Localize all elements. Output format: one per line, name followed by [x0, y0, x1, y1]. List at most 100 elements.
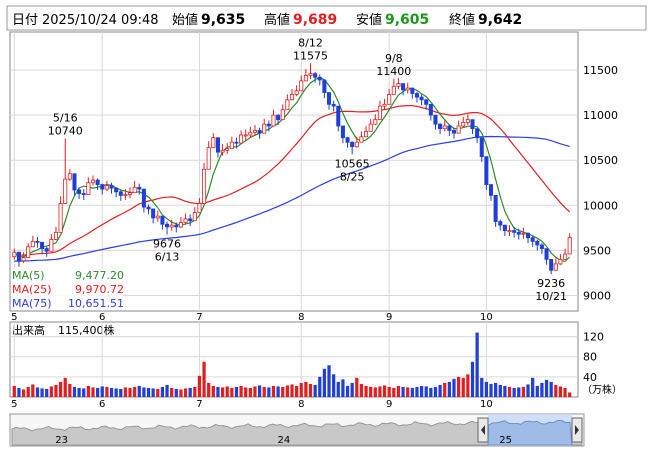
candle-body [359, 136, 364, 143]
ma25-value: 9,970.72 [75, 283, 124, 296]
volume-bar [151, 388, 155, 397]
month-tick-label: 8 [298, 312, 304, 323]
candle-body [539, 244, 544, 249]
month-tick-label: 6 [99, 399, 105, 410]
navigator-left-handle[interactable] [477, 417, 489, 443]
price-tick-label: 10500 [583, 154, 618, 167]
volume-bar [225, 386, 229, 397]
open-value: 9,635 [201, 12, 245, 28]
candle-body [44, 248, 49, 252]
candle-body [498, 221, 503, 226]
volume-bar [401, 386, 405, 397]
candle-body [303, 75, 308, 82]
price-grid [10, 32, 578, 311]
volume-bar [31, 384, 35, 397]
volume-bar [100, 386, 104, 397]
candle-body [109, 185, 114, 189]
candle-body [127, 192, 133, 195]
volume-bar [387, 386, 391, 397]
volume-bars [12, 332, 572, 397]
candle-body [354, 141, 359, 148]
candle-body [414, 93, 419, 98]
volume-bar [262, 386, 266, 397]
candle-body [248, 131, 253, 136]
volume-bar [470, 361, 475, 397]
candle-body [299, 80, 304, 92]
volume-bar [137, 385, 141, 397]
price-tick-label: 11500 [583, 64, 618, 77]
volume-bar [40, 388, 44, 397]
candle-body [377, 105, 382, 121]
candle-body [118, 191, 123, 196]
volume-bar [341, 379, 345, 397]
volume-bar [220, 387, 225, 397]
candle-body [465, 119, 470, 123]
candle-body [67, 173, 72, 180]
volume-bar [503, 385, 507, 397]
navigator-right-handle[interactable] [571, 417, 583, 443]
volume-bar [456, 376, 461, 397]
volume-bar [443, 382, 447, 397]
volume-bar [535, 385, 539, 397]
volume-bar [257, 385, 262, 397]
volume-bar [63, 377, 67, 397]
candle-body [553, 263, 558, 271]
volume-bar [96, 387, 100, 397]
candle-body [220, 149, 225, 153]
candle-body [100, 184, 105, 190]
volume-bar [332, 374, 336, 397]
volume-bar [21, 389, 26, 397]
open-label: 始値 [172, 12, 198, 28]
candle-body [266, 123, 271, 127]
candle-body [16, 251, 21, 262]
annotation-date: 8/12 [298, 36, 323, 49]
candle-body [289, 94, 295, 101]
volume-bar [234, 386, 239, 397]
candle-body [405, 87, 410, 91]
candle-body [252, 130, 257, 133]
candle-body [104, 185, 109, 190]
volume-bar [382, 385, 387, 397]
candle-body [234, 141, 239, 144]
candle-body [567, 237, 572, 255]
volume-bar [540, 382, 544, 397]
candle-body [368, 123, 373, 132]
high-label: 高値 [264, 12, 290, 28]
volume-bar [327, 365, 331, 397]
candle-body [364, 130, 369, 138]
ma-legend-bg [11, 268, 123, 310]
candle-body [86, 182, 91, 195]
candle-body [336, 105, 341, 127]
candle-body [322, 79, 327, 94]
range-navigator[interactable]: 23 24 25 [9, 413, 585, 447]
volume-bar [105, 386, 109, 397]
candle-body [280, 109, 285, 121]
volume-bar [475, 332, 479, 397]
candle-body [396, 83, 401, 87]
navigator-year-label: 23 [55, 435, 68, 446]
volume-bar [364, 385, 368, 397]
candle-body [313, 73, 318, 78]
month-tick-label: 10 [480, 399, 493, 410]
volume-bar [350, 382, 354, 397]
candle-body [146, 206, 151, 210]
candle-body [410, 87, 415, 94]
volume-bar [336, 381, 340, 397]
volume-bar [378, 386, 382, 397]
candle-body [526, 232, 531, 239]
ma25-label: MA(25) [12, 283, 52, 296]
price-tick-label: 10000 [583, 199, 618, 212]
date-label: 日付 [12, 13, 38, 28]
volume-bar [544, 379, 549, 397]
volume-bar [230, 387, 234, 397]
ma5-label: MA(5) [12, 269, 45, 282]
volume-bar [170, 387, 174, 397]
candle-body [535, 240, 540, 246]
high-value: 9,689 [293, 12, 337, 28]
candle-body [197, 203, 202, 213]
candle-body [243, 134, 248, 137]
volume-bar [193, 386, 197, 397]
month-tick-label: 9 [386, 399, 392, 410]
